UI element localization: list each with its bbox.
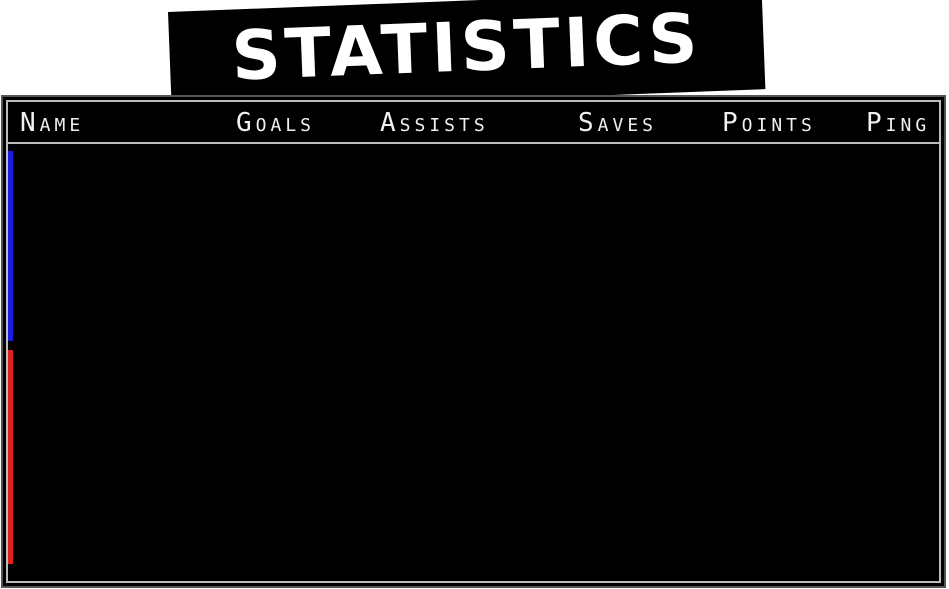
column-header-saves: Saves bbox=[578, 108, 658, 138]
column-header-points: Points bbox=[722, 108, 816, 138]
scoreboard-title: STATISTICS bbox=[230, 0, 703, 97]
column-header-ping: Ping bbox=[866, 108, 931, 138]
column-header-goals: Goals bbox=[236, 108, 316, 138]
column-header-name: Name bbox=[20, 108, 85, 138]
red-team-indicator bbox=[8, 350, 13, 564]
scoreboard-header: Name Goals Assists Saves Points Ping bbox=[8, 102, 939, 144]
player-rows-area bbox=[18, 146, 935, 577]
column-header-assists: Assists bbox=[380, 108, 489, 138]
blue-team-indicator bbox=[8, 151, 13, 341]
scoreboard-panel: Name Goals Assists Saves Points Ping bbox=[1, 95, 946, 588]
scoreboard-inner-frame: Name Goals Assists Saves Points Ping bbox=[6, 100, 941, 583]
